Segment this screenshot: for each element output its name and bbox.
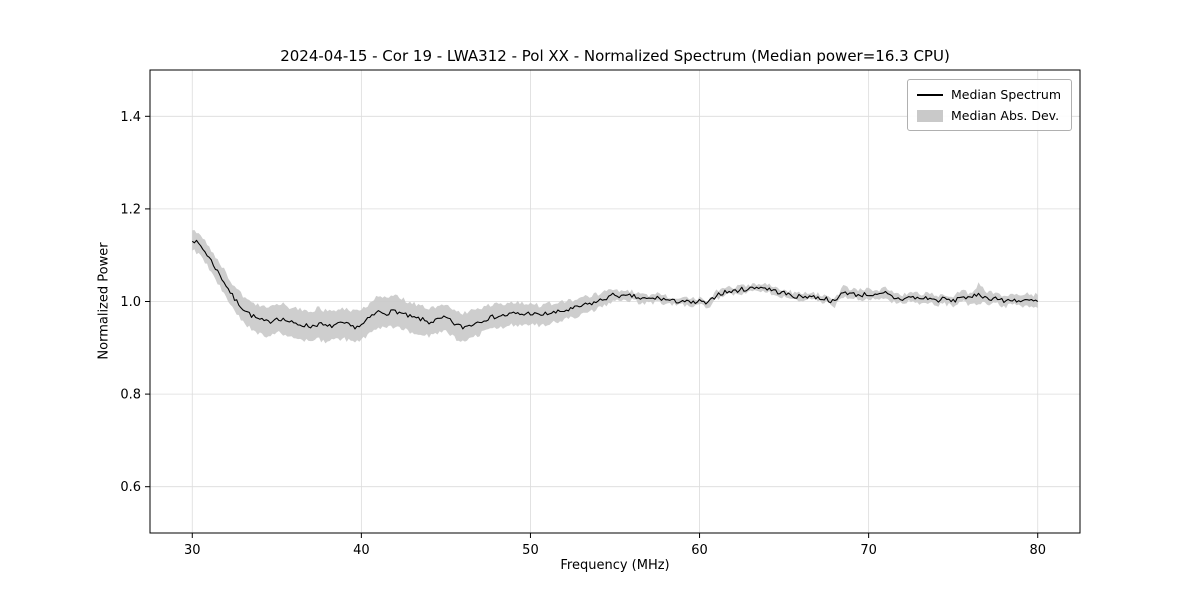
y-tick-label: 0.8 xyxy=(120,388,141,403)
legend: Median Spectrum Median Abs. Dev. xyxy=(906,79,1072,131)
legend-label: Median Spectrum xyxy=(950,87,1061,102)
y-axis-label: Normalized Power xyxy=(96,242,112,360)
y-tick-label: 1.4 xyxy=(120,110,141,125)
y-tick-label: 1.0 xyxy=(120,295,141,310)
legend-patch-swatch xyxy=(916,109,943,122)
x-tick-label: 60 xyxy=(691,543,708,558)
y-tick-label: 1.2 xyxy=(120,202,141,217)
x-tick-label: 70 xyxy=(860,543,877,558)
x-tick-label: 50 xyxy=(522,543,539,558)
legend-entry-median-spectrum: Median Spectrum xyxy=(916,87,1061,102)
x-tick-label: 80 xyxy=(1029,543,1046,558)
legend-line-swatch xyxy=(916,93,943,96)
y-tick-label: 0.6 xyxy=(120,480,141,495)
x-tick-label: 40 xyxy=(353,543,370,558)
x-tick-label: 30 xyxy=(184,543,201,558)
legend-entry-median-abs-dev: Median Abs. Dev. xyxy=(916,108,1061,123)
legend-label: Median Abs. Dev. xyxy=(950,108,1060,123)
mad-band xyxy=(192,230,1038,344)
median-line xyxy=(191,239,1039,330)
x-axis-label: Frequency (MHz) xyxy=(560,558,670,573)
chart-title: 2024-04-15 - Cor 19 - LWA312 - Pol XX - … xyxy=(280,47,950,65)
